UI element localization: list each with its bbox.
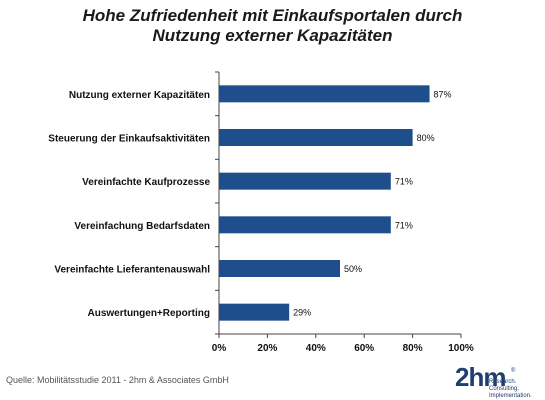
chart-title-line-1: Hohe Zufriedenheit mit Einkaufsportalen … xyxy=(82,6,463,25)
x-tick-label: 0% xyxy=(212,343,227,354)
category-label: Vereinfachung Bedarfsdaten xyxy=(74,221,210,232)
logo-tagline-line-2: Implementation. xyxy=(489,393,532,399)
company-logo: 2hm ® Research. Consulting. Implementati… xyxy=(455,362,545,400)
bar xyxy=(219,129,413,146)
bar xyxy=(219,85,430,103)
bar xyxy=(219,303,290,321)
logo-tagline: Research. Consulting. Implementation. xyxy=(489,379,545,400)
logo-tagline-line-1: Research. Consulting. xyxy=(489,379,520,392)
data-label: 29% xyxy=(293,308,311,318)
category-label: Vereinfachte Lieferantenauswahl xyxy=(54,265,210,276)
chart-title: Hohe Zufriedenheit mit Einkaufsportalen … xyxy=(0,6,545,46)
bar xyxy=(219,216,391,234)
x-tick-label: 40% xyxy=(306,343,326,354)
category-label: Vereinfachte Kaufprozesse xyxy=(82,177,210,188)
x-tick-label: 100% xyxy=(448,343,474,354)
x-tick-label: 60% xyxy=(354,343,374,354)
data-label: 80% xyxy=(417,133,435,143)
source-note: Quelle: Mobilitätsstudie 2011 - 2hm & As… xyxy=(6,375,229,385)
chart-title-line-2: Nutzung externer Kapazitäten xyxy=(152,26,393,45)
category-label: Nutzung externer Kapazitäten xyxy=(69,90,210,101)
category-label: Auswertungen+Reporting xyxy=(87,308,210,319)
logo-mark: 2hm xyxy=(455,362,506,392)
data-label: 87% xyxy=(434,89,452,99)
data-label: 71% xyxy=(395,220,413,230)
x-tick-label: 20% xyxy=(257,343,277,354)
x-tick-label: 80% xyxy=(403,343,423,354)
logo-registered-mark: ® xyxy=(511,368,516,374)
category-label: Steuerung der Einkaufsaktivitäten xyxy=(48,134,210,145)
bar-chart: Nutzung externer Kapazitäten 87% Steuerung… xyxy=(48,71,474,354)
data-label: 50% xyxy=(344,264,362,274)
bar xyxy=(219,172,391,190)
bar xyxy=(219,260,340,277)
data-label: 71% xyxy=(395,177,413,187)
